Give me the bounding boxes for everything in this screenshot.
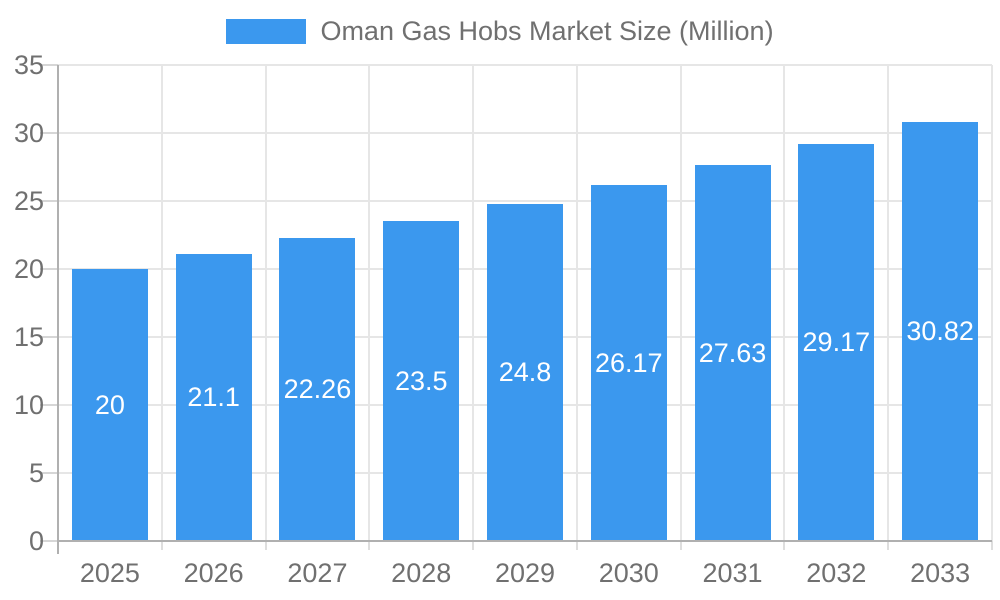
bar-2026[interactable]: 21.1 [175, 254, 252, 541]
bar-value-label: 22.26 [283, 374, 352, 405]
x-axis-label-2029: 2029 [494, 558, 556, 588]
bar-2027[interactable]: 22.26 [279, 238, 356, 541]
x-axis-tick [783, 541, 786, 550]
bar-value-label: 23.5 [394, 365, 448, 396]
y-axis-tick [40, 132, 58, 134]
h-gridline [58, 64, 992, 66]
y-axis-label: 15 [13, 322, 44, 352]
y-axis-tick [40, 404, 58, 406]
h-gridline [58, 132, 992, 134]
y-axis-tick [40, 268, 58, 270]
x-axis-label-2031: 2031 [702, 558, 763, 588]
v-gridline [472, 65, 475, 541]
legend-label: Oman Gas Hobs Market Size (Million) [320, 15, 774, 46]
y-axis-tick [40, 64, 58, 66]
chart-legend[interactable]: Oman Gas Hobs Market Size (Million) [0, 13, 1000, 49]
bar-value-label: 29.17 [802, 327, 871, 358]
y-axis-label: 30 [13, 118, 44, 148]
y-axis-label: 25 [13, 186, 44, 216]
v-gridline [887, 65, 890, 541]
x-axis-label-2033: 2033 [910, 558, 971, 588]
v-gridline [679, 65, 682, 541]
x-axis-tick [368, 541, 371, 550]
v-gridline [368, 65, 371, 541]
bar-value-label: 20 [94, 389, 125, 420]
x-axis-label-2030: 2030 [598, 558, 659, 588]
x-axis-label-2025: 2025 [79, 558, 140, 588]
x-axis-tick [679, 541, 682, 550]
x-axis-baseline [58, 540, 992, 542]
bar-value-label: 26.17 [594, 347, 663, 378]
x-axis-label-2027: 2027 [287, 558, 348, 588]
bar-value-label: 24.8 [498, 356, 552, 387]
bar-2030[interactable]: 26.17 [590, 185, 667, 541]
x-axis-tick [264, 541, 267, 550]
legend-swatch[interactable] [226, 18, 307, 44]
h-gridline [58, 200, 992, 202]
x-axis-tick [472, 541, 475, 550]
y-axis-label: 10 [13, 390, 44, 420]
y-axis-tick [40, 472, 58, 474]
y-axis-label: 20 [13, 254, 44, 284]
x-axis-label-2032: 2032 [806, 558, 867, 588]
bar-value-label: 21.1 [187, 382, 240, 412]
x-axis-tick [991, 541, 993, 550]
v-gridline [160, 65, 163, 541]
v-gridline [575, 65, 578, 541]
x-axis-label-2028: 2028 [391, 558, 452, 588]
bar-2029[interactable]: 24.8 [487, 203, 563, 541]
x-axis-tick [160, 541, 163, 550]
v-gridline [264, 65, 267, 541]
x-axis-tick [887, 541, 890, 550]
y-axis-tick [40, 540, 58, 542]
y-axis-label: 5 [28, 458, 44, 488]
bar-2028[interactable]: 23.5 [383, 221, 460, 541]
x-axis-label-2026: 2026 [183, 558, 244, 588]
bar-2032[interactable]: 29.17 [798, 144, 875, 541]
bar-value-label: 27.63 [698, 337, 767, 368]
x-axis-tick [575, 541, 578, 550]
y-axis-line [57, 65, 59, 554]
y-axis-label: 0 [28, 526, 44, 556]
y-axis-tick [40, 200, 58, 202]
bar-2033[interactable]: 30.82 [902, 121, 979, 541]
v-gridline [991, 65, 993, 541]
y-axis-tick [40, 336, 58, 338]
bar-2025[interactable]: 20 [71, 269, 148, 541]
bar-value-label: 30.82 [906, 315, 974, 346]
bar-2031[interactable]: 27.63 [694, 165, 771, 541]
v-gridline [783, 65, 786, 541]
y-axis-label: 35 [13, 50, 44, 80]
